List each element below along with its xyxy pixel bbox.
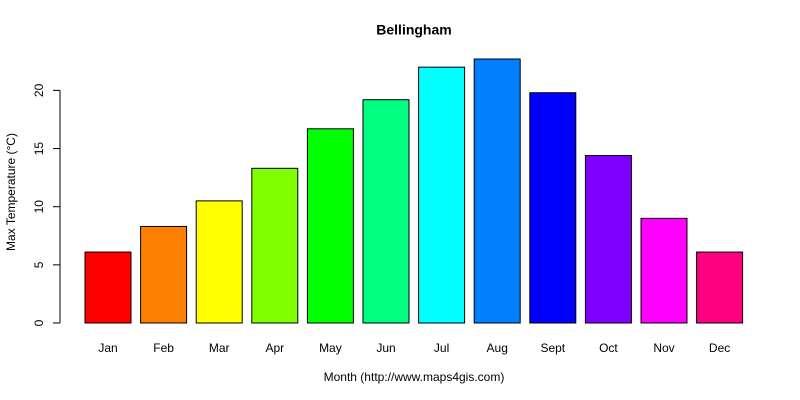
y-axis-label: Max Temperature (°C): [4, 133, 18, 251]
x-tick-label: Oct: [599, 341, 618, 355]
bar: [195, 200, 243, 324]
bar: [696, 251, 744, 324]
bar: [84, 251, 132, 324]
x-axis-label: Month (http://www.maps4gis.com): [324, 370, 505, 384]
bar: [251, 167, 299, 324]
x-tick-label: May: [319, 341, 342, 355]
y-tick-label: 5: [32, 261, 46, 268]
y-tick-label: 15: [32, 142, 46, 156]
chart-title: Bellingham: [376, 22, 451, 38]
x-tick-label: Apr: [265, 341, 284, 355]
x-tick-label: Jan: [98, 341, 117, 355]
bar: [473, 58, 521, 324]
bar: [306, 128, 354, 324]
bar: [640, 217, 688, 324]
x-tick-label: Jun: [376, 341, 395, 355]
x-tick-label: Nov: [653, 341, 674, 355]
bar: [362, 99, 410, 324]
x-tick-label: Mar: [209, 341, 230, 355]
x-tick-label: Feb: [153, 341, 174, 355]
y-tick-label: 10: [32, 200, 46, 214]
bar: [418, 66, 466, 324]
bar: [529, 92, 577, 324]
y-tick-label: 0: [32, 319, 46, 326]
y-tick-label: 20: [32, 83, 46, 97]
bar: [584, 155, 632, 324]
bar: [140, 225, 188, 324]
x-tick-label: Sept: [540, 341, 565, 355]
x-tick-label: Aug: [487, 341, 508, 355]
x-tick-label: Dec: [709, 341, 730, 355]
x-tick-label: Jul: [434, 341, 449, 355]
